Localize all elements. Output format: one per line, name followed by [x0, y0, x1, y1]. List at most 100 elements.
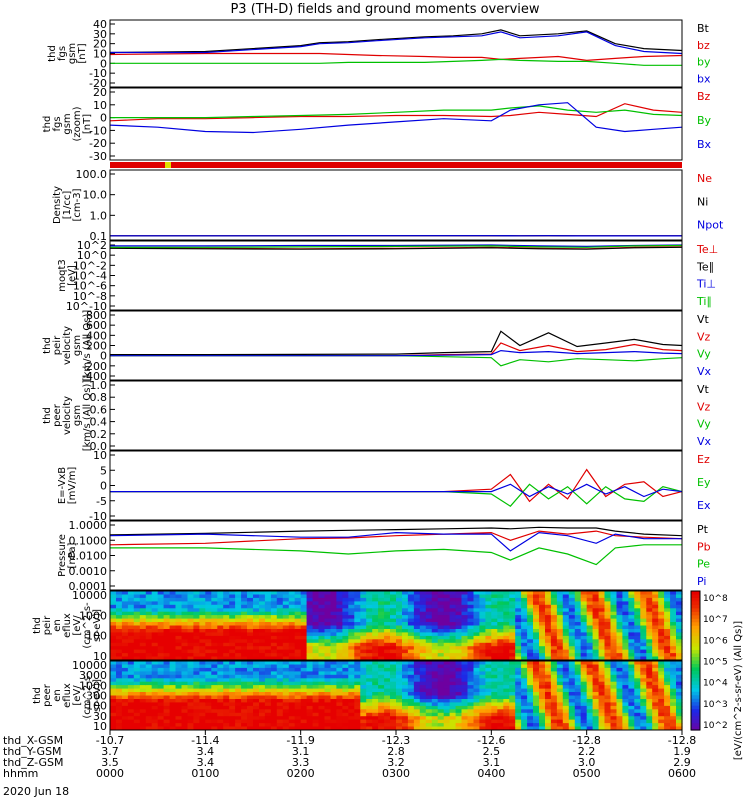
heatmap-cell [157, 615, 165, 620]
heatmap-cell [628, 618, 635, 623]
heatmap-cell [413, 664, 421, 669]
heatmap-cell [479, 723, 486, 728]
series-line [110, 349, 683, 357]
heatmap-cell [568, 622, 576, 626]
heatmap-cell [264, 642, 272, 647]
heatmap-cell [330, 649, 338, 654]
heatmap-cell [622, 709, 629, 714]
heatmap-cell [139, 629, 147, 633]
heatmap-cell [229, 632, 236, 637]
heatmap-cell [384, 702, 391, 707]
heatmap-cell [527, 723, 534, 728]
heatmap-cell [282, 681, 290, 686]
heatmap-cell [604, 639, 612, 644]
heatmap-cell [527, 709, 534, 714]
heatmap-cell [402, 688, 409, 693]
heatmap-cell [253, 611, 260, 616]
heatmap-cell [527, 653, 534, 658]
heatmap-cell [336, 671, 343, 676]
heatmap-cell [598, 604, 606, 609]
heatmap-cell [282, 695, 290, 700]
colorbar-cell [691, 591, 700, 596]
series-line [110, 544, 682, 566]
heatmap-cell [306, 726, 314, 731]
heatmap-cell [670, 639, 677, 644]
heatmap-cell [515, 692, 522, 696]
heatmap-cell [461, 681, 469, 686]
heatmap-cell [622, 615, 629, 620]
heatmap-cell [652, 649, 659, 654]
heatmap-cell [217, 591, 224, 595]
heatmap-cell [253, 622, 260, 626]
heatmap-cell [562, 608, 570, 613]
heatmap-cell [402, 611, 409, 616]
heatmap-cell [652, 642, 659, 647]
heatmap-cell [562, 712, 570, 717]
heatmap-cell [586, 618, 594, 623]
heatmap-cell [676, 632, 683, 637]
y-axis-label: peer [42, 683, 53, 707]
heatmap-cell [527, 719, 534, 724]
x-tick-label: 3.5 [101, 756, 119, 769]
heatmap-cell [658, 685, 665, 690]
heatmap-cell [116, 671, 123, 676]
y-axis-label: (cm^2-s- [82, 672, 93, 719]
heatmap-cell [294, 597, 302, 602]
heatmap-cell [545, 678, 552, 683]
heatmap-cell [491, 688, 498, 693]
heatmap-cell [270, 639, 278, 644]
y-axis-label: [km/s (All Qs)] [82, 310, 93, 382]
heatmap-cell [515, 661, 522, 665]
heatmap-cell [413, 702, 421, 707]
heatmap-cell [533, 705, 540, 710]
heatmap-cell [610, 656, 618, 661]
heatmap-cell [276, 646, 284, 651]
heatmap-cell [556, 653, 564, 658]
heatmap-cell [467, 674, 475, 679]
colorbar-cell [691, 604, 700, 609]
heatmap-cell [550, 702, 558, 707]
heatmap-cell [330, 671, 338, 676]
heatmap-cell [610, 671, 618, 676]
heatmap-cell [437, 615, 445, 620]
heatmap-cell [407, 716, 415, 721]
heatmap-cell [658, 702, 665, 707]
heatmap-cell [360, 646, 367, 651]
heatmap-cell [276, 629, 284, 633]
heatmap-cell [622, 716, 629, 721]
heatmap-cell [282, 604, 290, 609]
heatmap-cell [604, 646, 612, 651]
heatmap-cell [592, 608, 600, 613]
heatmap-cell [235, 674, 242, 679]
heatmap-cell [145, 726, 153, 731]
heatmap-cell [330, 625, 338, 630]
heatmap-cell [306, 639, 314, 644]
heatmap-cell [521, 594, 528, 599]
heatmap-cell [622, 695, 629, 700]
heatmap-cell [217, 608, 224, 613]
heatmap-cell [437, 649, 445, 654]
heatmap-cell [372, 611, 379, 616]
heatmap-cell [276, 719, 284, 724]
heatmap-cell [223, 639, 230, 644]
heatmap-cell [121, 671, 129, 676]
heatmap-cell [580, 695, 588, 700]
heatmap-cell [407, 642, 415, 647]
heatmap-cell [515, 625, 522, 630]
heatmap-cell [223, 611, 230, 616]
heatmap-cell [151, 664, 159, 669]
heatmap-cell [372, 632, 379, 637]
heatmap-cell [646, 646, 653, 651]
heatmap-cell [276, 709, 284, 714]
heatmap-cell [306, 688, 314, 693]
heatmap-cell [509, 671, 516, 676]
heatmap-cell [294, 629, 302, 633]
heatmap-cell [384, 723, 391, 728]
heatmap-cell [652, 618, 659, 623]
heatmap-cell [217, 661, 224, 665]
heatmap-cell [294, 601, 302, 606]
heatmap-cell [467, 712, 475, 717]
heatmap-cell [521, 692, 528, 696]
legend-entry: Pe [697, 558, 710, 571]
